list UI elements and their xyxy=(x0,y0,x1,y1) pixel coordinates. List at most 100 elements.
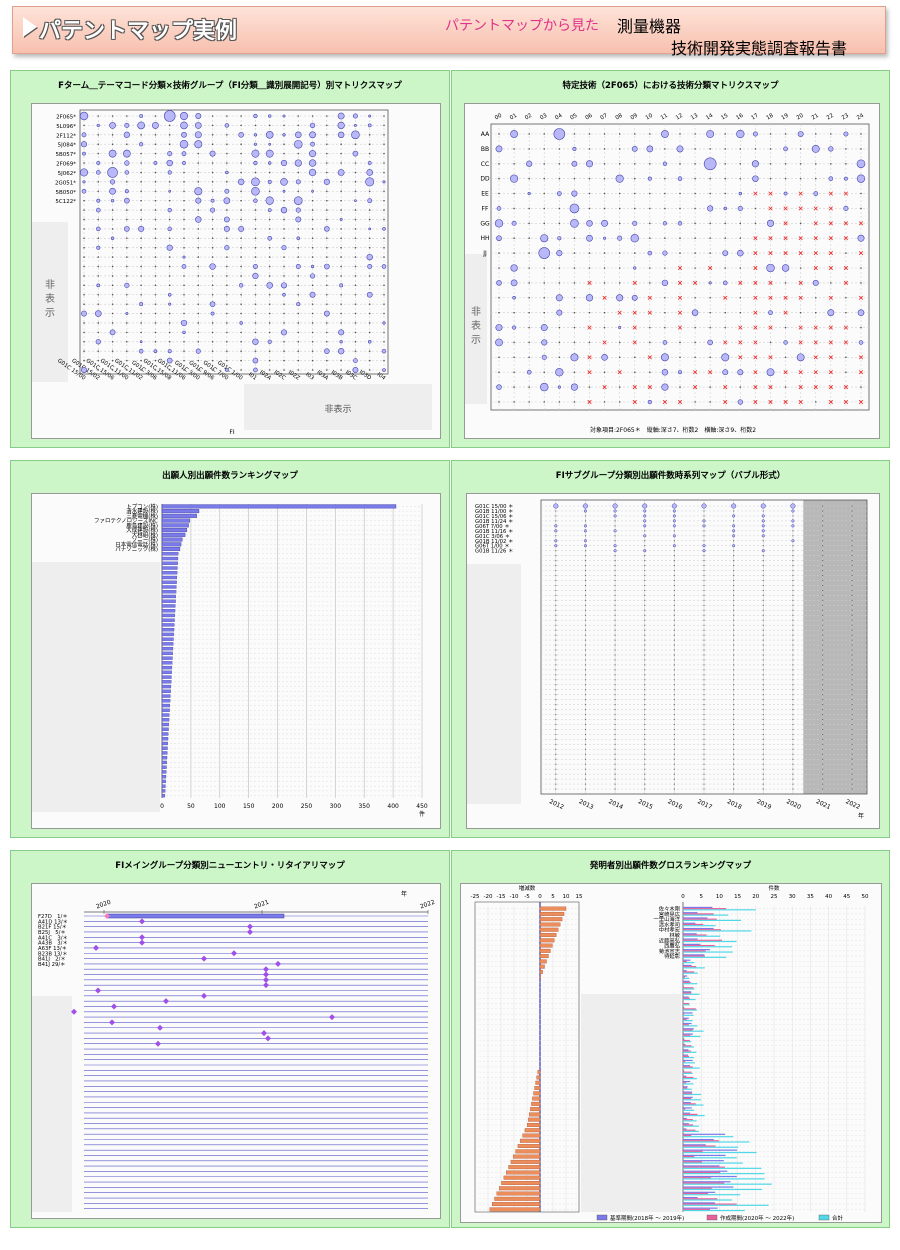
bubble-point xyxy=(647,176,652,181)
bubble-point xyxy=(111,369,114,371)
bubble-point xyxy=(555,783,557,785)
bubble-point xyxy=(253,160,258,166)
bubble-point xyxy=(761,529,765,533)
bubble-point xyxy=(267,208,272,212)
bubble-point xyxy=(851,609,853,611)
bubble-point xyxy=(830,162,832,165)
bubble-point xyxy=(254,124,257,127)
bubble-point xyxy=(555,535,557,537)
bubble-point xyxy=(614,684,616,686)
bubble-point xyxy=(513,341,515,344)
bubble-point xyxy=(733,773,735,775)
bubble-point xyxy=(792,758,794,760)
bubble-point xyxy=(323,310,330,317)
bubble-point xyxy=(584,738,587,740)
bubble-point xyxy=(703,778,705,780)
bubble-point xyxy=(154,265,157,268)
bubble-point xyxy=(340,293,342,296)
bubble-point xyxy=(703,634,705,636)
bubble-point xyxy=(613,514,617,518)
bubble-point xyxy=(614,614,616,616)
base-period-bar xyxy=(683,927,714,930)
change-bar xyxy=(503,1175,541,1180)
bubble-point xyxy=(555,713,557,716)
row-label: FF xyxy=(482,205,489,212)
bar xyxy=(161,779,166,784)
cross-mark xyxy=(738,280,743,285)
bubble-point xyxy=(182,330,186,335)
bubble-point xyxy=(851,569,853,572)
base-period-bar xyxy=(683,1186,734,1188)
bubble-point xyxy=(614,520,616,522)
header-subtitle: パテントマップから見た xyxy=(445,18,599,34)
bubble-point xyxy=(311,369,314,371)
total-bar xyxy=(683,1030,704,1032)
bubble-point xyxy=(268,246,271,249)
col-label: 04 xyxy=(554,113,563,122)
bubble-point xyxy=(97,265,100,268)
entry-diamond xyxy=(329,1014,335,1021)
bubble-point xyxy=(851,599,853,601)
bubble-point xyxy=(555,743,557,745)
bar xyxy=(161,713,170,717)
bubble-point xyxy=(83,359,85,362)
bubble-point xyxy=(703,684,705,686)
legend-swatch xyxy=(596,1214,608,1221)
bubble-point xyxy=(732,534,736,538)
total-bar xyxy=(683,1088,692,1090)
bar xyxy=(161,561,178,565)
bubble-point xyxy=(618,282,621,284)
cross-mark xyxy=(798,191,803,196)
create-period-bar xyxy=(683,1003,690,1005)
bubble-point xyxy=(197,265,200,268)
bubble-point xyxy=(543,267,546,269)
bubble-point xyxy=(558,162,561,165)
bubble-point xyxy=(368,134,371,136)
bubble-point xyxy=(555,674,557,676)
bubble-point xyxy=(762,783,764,785)
bubble-point xyxy=(168,256,171,258)
bubble-point xyxy=(528,133,530,135)
bubble-point xyxy=(513,162,515,165)
bubble-point xyxy=(226,265,228,268)
bubble-point xyxy=(792,604,794,606)
bubble-point xyxy=(584,594,587,596)
bubble-point xyxy=(557,191,562,196)
bubble-point xyxy=(703,738,705,740)
bubble-point xyxy=(240,275,242,277)
left-tick-label: 15 xyxy=(576,894,583,900)
bubble-point xyxy=(555,763,557,765)
bubble-point xyxy=(555,589,557,592)
col-label: 01 xyxy=(509,113,518,122)
bubble-point xyxy=(197,171,200,174)
bubble-point xyxy=(540,324,548,332)
year-label: 2014 xyxy=(607,798,624,811)
bubble-point xyxy=(197,275,200,277)
bar xyxy=(161,528,188,533)
bubble-point xyxy=(211,246,214,249)
bubble-point xyxy=(573,237,576,240)
bubble-point xyxy=(738,191,743,196)
bubble-point xyxy=(821,783,824,785)
bubble-point xyxy=(724,237,727,240)
total-bar xyxy=(683,1178,765,1180)
bubble-point xyxy=(762,624,764,626)
bubble-point xyxy=(614,674,616,676)
bubble-point xyxy=(737,249,744,257)
cross-mark xyxy=(677,265,683,271)
bubble-point xyxy=(860,133,862,135)
bubble-point xyxy=(352,150,359,157)
bubble-point xyxy=(268,218,271,221)
bubble-point xyxy=(555,694,557,696)
cross-mark xyxy=(632,280,637,285)
bubble-point xyxy=(721,353,730,362)
bubble-point xyxy=(703,659,705,661)
bubble-point xyxy=(573,252,576,254)
bubble-point xyxy=(614,694,616,696)
bubble-point xyxy=(851,704,853,706)
total-bar xyxy=(683,1009,698,1011)
bubble-point xyxy=(109,187,116,195)
bubble-point xyxy=(81,188,87,194)
cross-mark xyxy=(828,251,833,256)
